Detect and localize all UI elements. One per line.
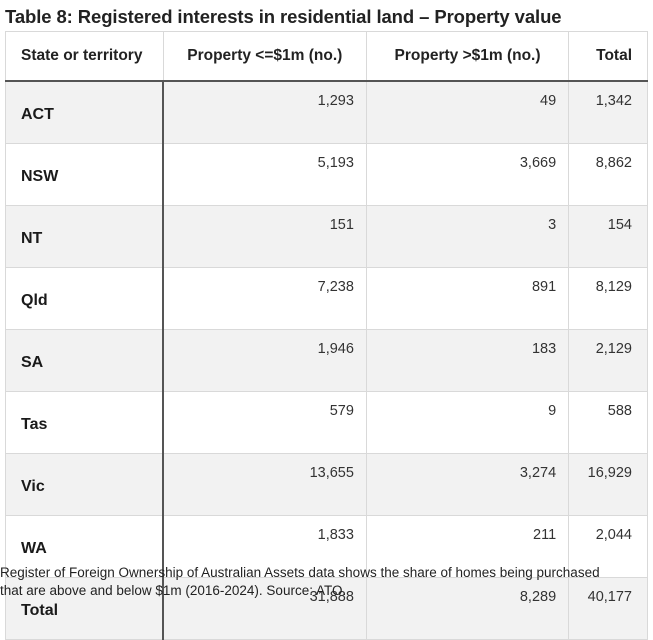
- cell-under-1m: 1,293: [162, 80, 367, 144]
- cell-state: SA: [5, 329, 165, 392]
- table-title: Table 8: Registered interests in residen…: [5, 6, 562, 27]
- cell-total: 154: [568, 205, 648, 268]
- cell-over-1m: 183: [365, 329, 570, 392]
- caption-line-2: that are above and below $1m (2016-2024)…: [0, 583, 347, 598]
- table-header-row: State or territory Property <=$1m (no.) …: [5, 31, 648, 82]
- header-state: State or territory: [5, 31, 164, 82]
- cell-under-1m: 151: [162, 205, 367, 268]
- header-under-1m: Property <=$1m (no.): [162, 31, 367, 82]
- cell-state: Qld: [5, 267, 165, 330]
- cell-total: 2,129: [568, 329, 648, 392]
- table-row: NT 151 3 154: [5, 205, 648, 268]
- cell-state: WA: [5, 515, 165, 578]
- cell-total: 16,929: [568, 453, 648, 516]
- cell-over-1m: 891: [365, 267, 570, 330]
- table-row: Tas 579 9 588: [5, 391, 648, 454]
- cell-total: 8,862: [568, 143, 648, 206]
- cell-over-1m: 9: [365, 391, 570, 454]
- cell-state: NT: [5, 205, 165, 268]
- property-value-table: State or territory Property <=$1m (no.) …: [5, 31, 648, 640]
- cell-state: NSW: [5, 143, 165, 206]
- cell-total: 8,129: [568, 267, 648, 330]
- cell-total: 1,342: [568, 80, 648, 144]
- cell-over-1m: 49: [365, 80, 570, 144]
- header-total: Total: [568, 31, 648, 82]
- cell-state: Tas: [5, 391, 165, 454]
- cell-under-1m: 5,193: [162, 143, 367, 206]
- header-over-1m: Property >$1m (no.): [365, 31, 570, 82]
- table-row: ACT 1,293 49 1,342: [5, 80, 648, 144]
- cell-over-1m: 211: [365, 515, 570, 578]
- caption-line-1: Register of Foreign Ownership of Austral…: [0, 565, 600, 580]
- cell-over-1m: 3,274: [365, 453, 570, 516]
- table-row: WA 1,833 211 2,044: [5, 515, 648, 578]
- table-row: NSW 5,193 3,669 8,862: [5, 143, 648, 206]
- cell-over-1m: 3: [365, 205, 570, 268]
- image-caption: Register of Foreign Ownership of Austral…: [0, 564, 653, 600]
- cell-under-1m: 13,655: [162, 453, 367, 516]
- cell-under-1m: 1,833: [162, 515, 367, 578]
- cell-state: ACT: [5, 80, 165, 144]
- table-row: Qld 7,238 891 8,129: [5, 267, 648, 330]
- table-row: Vic 13,655 3,274 16,929: [5, 453, 648, 516]
- cell-state: Vic: [5, 453, 165, 516]
- cell-under-1m: 579: [162, 391, 367, 454]
- table-row: SA 1,946 183 2,129: [5, 329, 648, 392]
- cell-total: 588: [568, 391, 648, 454]
- cell-over-1m: 3,669: [365, 143, 570, 206]
- cell-under-1m: 1,946: [162, 329, 367, 392]
- cell-under-1m: 7,238: [162, 267, 367, 330]
